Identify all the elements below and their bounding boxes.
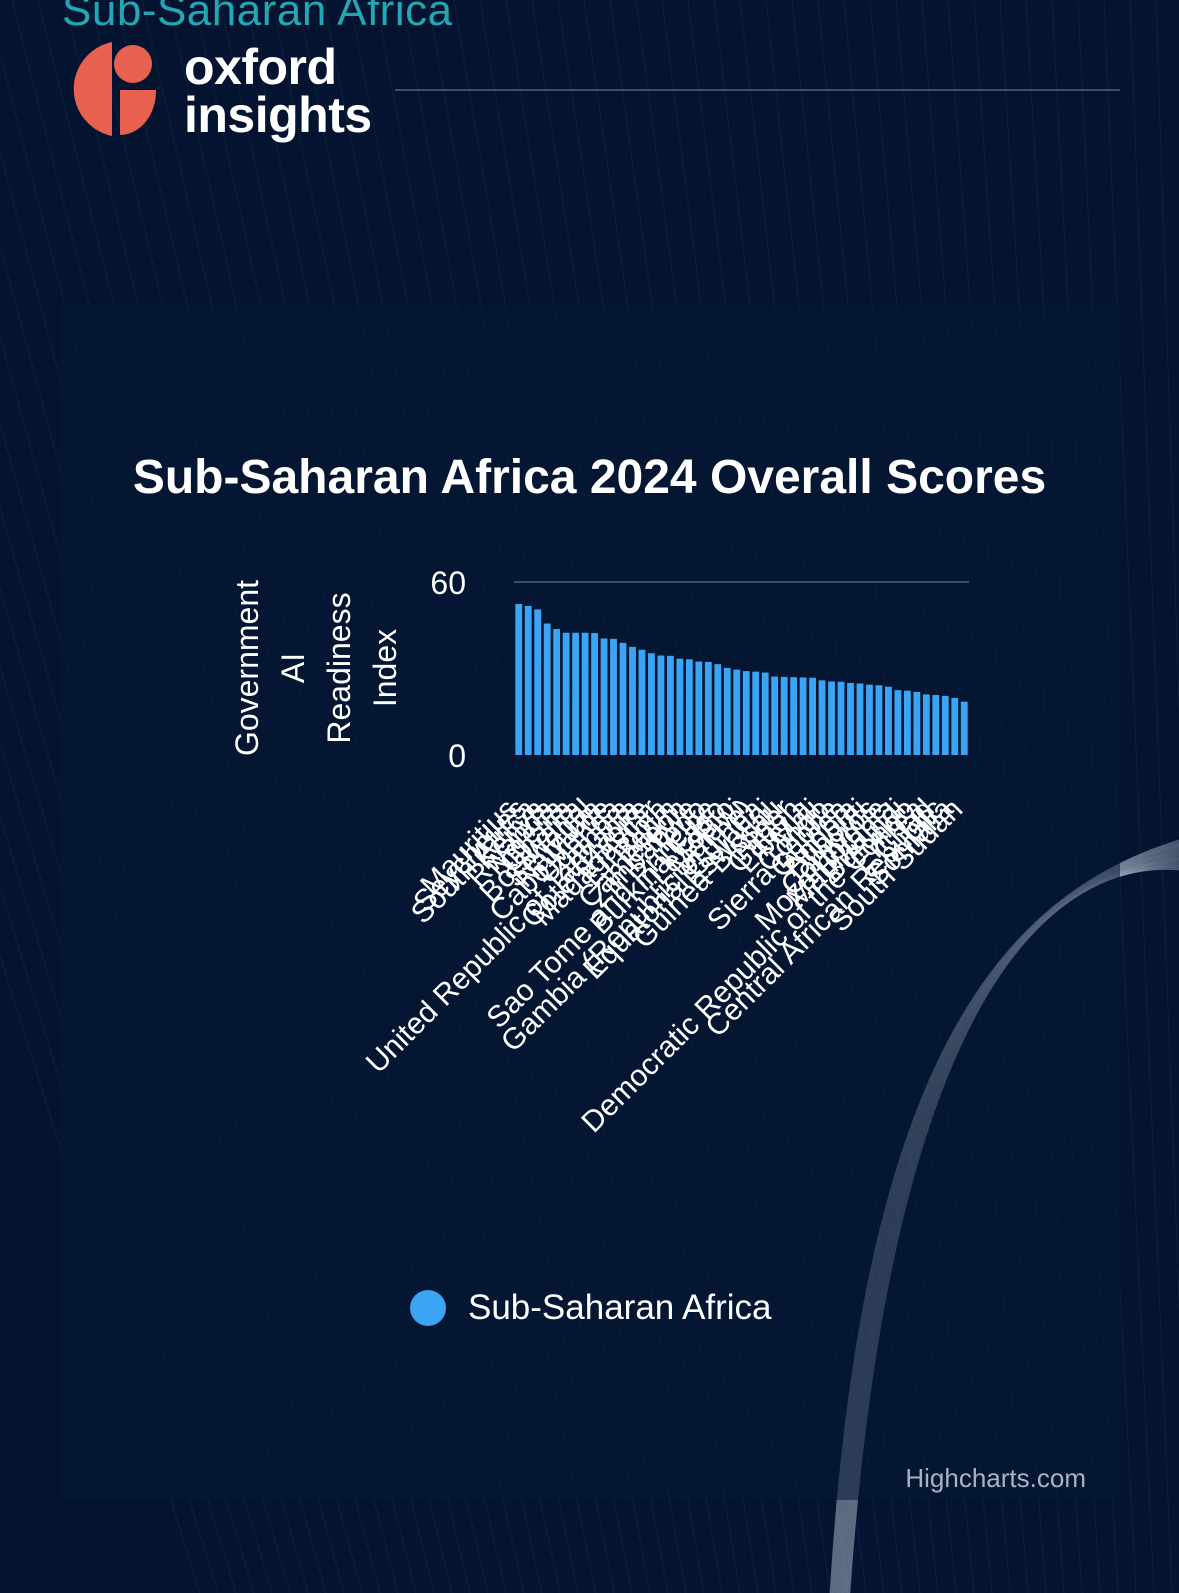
bar[interactable] [761, 672, 769, 755]
y-axis-title-word: Government [229, 580, 265, 756]
y-axis-title-word: AI [275, 653, 311, 683]
bar[interactable] [856, 683, 864, 755]
bar[interactable] [847, 682, 854, 755]
bar[interactable] [562, 632, 570, 755]
y-axis-ticks: 0 60 [430, 565, 466, 774]
bar[interactable] [837, 681, 845, 755]
logo-text-line2: insights [184, 87, 372, 143]
bar[interactable] [733, 669, 741, 755]
header-divider [395, 89, 1120, 91]
bar[interactable] [648, 653, 655, 755]
bar[interactable] [922, 694, 930, 755]
bar[interactable] [932, 695, 940, 755]
bar[interactable] [666, 655, 674, 755]
y-tick-label: 60 [430, 565, 466, 601]
y-tick-label: 0 [448, 738, 466, 774]
bar[interactable] [657, 655, 665, 755]
y-axis-title-word: Index [367, 629, 403, 707]
logo-mark-dot [114, 45, 152, 83]
bar[interactable] [951, 697, 959, 755]
bar[interactable] [543, 623, 551, 755]
bar[interactable] [524, 605, 532, 755]
bar[interactable] [799, 677, 807, 755]
oxford-insights-logo: oxford insights [60, 40, 400, 150]
bar[interactable] [780, 676, 788, 755]
y-axis-title: Government AI Readiness Index [229, 580, 403, 756]
logo-mark-icon [73, 42, 157, 136]
bar[interactable] [685, 659, 693, 755]
bar[interactable] [553, 628, 561, 755]
bar[interactable] [619, 642, 627, 755]
bar[interactable] [771, 676, 779, 755]
bar[interactable] [742, 671, 750, 755]
bar[interactable] [941, 695, 949, 755]
logo-mark-lower-shape [120, 90, 157, 135]
section-title: Sub-Saharan Africa [62, 0, 453, 35]
bar[interactable] [600, 638, 608, 755]
bar[interactable] [629, 646, 636, 755]
bar[interactable] [752, 671, 760, 755]
bg-line [1103, 0, 1173, 1593]
bar[interactable] [676, 658, 684, 755]
y-axis-title-word: Readiness [321, 592, 357, 743]
legend-symbol [410, 1290, 446, 1326]
bar[interactable] [591, 633, 598, 755]
bar[interactable] [885, 686, 892, 755]
bar[interactable] [913, 691, 921, 755]
bar[interactable] [790, 677, 798, 755]
bar[interactable] [866, 684, 873, 755]
legend-label: Sub-Saharan Africa [468, 1288, 772, 1327]
bar[interactable] [960, 701, 968, 755]
bar-series[interactable] [515, 603, 968, 755]
bar[interactable] [704, 661, 712, 755]
bar[interactable] [581, 632, 589, 755]
bar[interactable] [828, 681, 835, 755]
bar[interactable] [723, 667, 731, 755]
logo-mark-left-shape [73, 42, 112, 136]
highcharts-credits-link[interactable]: Highcharts.com [905, 1463, 1086, 1493]
bar[interactable] [714, 664, 722, 755]
chart-panel [60, 305, 1120, 1500]
logo-text-line1: oxford [184, 39, 337, 95]
bg-line [1129, 0, 1179, 1312]
bar[interactable] [610, 638, 617, 755]
chart-title: Sub-Saharan Africa 2024 Overall Scores [132, 451, 1047, 504]
bar[interactable] [534, 609, 542, 755]
bar[interactable] [818, 680, 826, 755]
bar[interactable] [875, 685, 883, 755]
bar[interactable] [695, 661, 703, 755]
bg-line [1155, 0, 1179, 717]
bar[interactable] [515, 603, 523, 755]
bar[interactable] [894, 690, 902, 755]
bar[interactable] [572, 632, 580, 755]
bar[interactable] [638, 649, 646, 755]
bar[interactable] [809, 677, 817, 755]
bar[interactable] [903, 690, 911, 755]
